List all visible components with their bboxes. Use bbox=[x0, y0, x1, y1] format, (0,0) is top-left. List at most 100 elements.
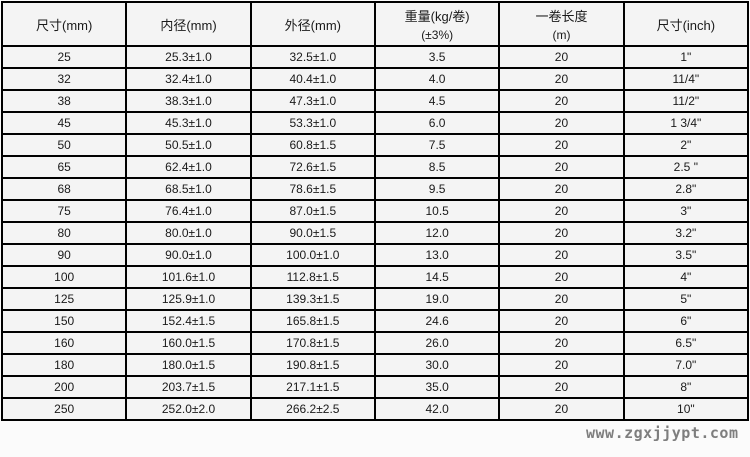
table-cell: 20 bbox=[498, 309, 625, 333]
table-cell: 160 bbox=[0, 331, 128, 355]
table-cell: 2.5 " bbox=[622, 155, 750, 179]
table-cell: 13.0 bbox=[373, 243, 501, 267]
table-cell: 76.4±1.0 bbox=[125, 199, 252, 223]
table-cell: 53.3±1.0 bbox=[249, 111, 376, 135]
table-cell: 20 bbox=[498, 397, 625, 421]
table-cell: 170.8±1.5 bbox=[249, 331, 376, 355]
table-cell: 32.5±1.0 bbox=[249, 45, 376, 69]
table-cell: 8.5 bbox=[373, 155, 501, 179]
table-cell: 20 bbox=[498, 177, 625, 201]
table-cell: 25.3±1.0 bbox=[125, 45, 252, 69]
table-cell: 32 bbox=[0, 67, 128, 91]
table-cell: 6.0 bbox=[373, 111, 501, 135]
table-cell: 200 bbox=[0, 375, 128, 399]
table-cell: 112.8±1.5 bbox=[249, 265, 376, 289]
table-row: 32 32.4±1.0 40.4±1.0 4.0 20 11/4" bbox=[0, 67, 750, 91]
table-row: 80 80.0±1.0 90.0±1.5 12.0 20 3.2" bbox=[0, 221, 750, 245]
table-row: 50 50.5±1.0 60.8±1.5 7.5 20 2" bbox=[0, 133, 750, 157]
column-header-4: 一卷长度 (m) bbox=[498, 1, 625, 47]
table-cell: 38 bbox=[0, 89, 128, 113]
table-cell: 10.5 bbox=[373, 199, 501, 223]
table-row: 160 160.0±1.5 170.8±1.5 26.0 20 6.5" bbox=[0, 331, 750, 355]
table-cell: 40.4±1.0 bbox=[249, 67, 376, 91]
table-cell: 90 bbox=[0, 243, 128, 267]
watermark-text: www.zgxjjypt.com bbox=[586, 424, 739, 442]
table-cell: 30.0 bbox=[373, 353, 501, 377]
table-cell: 47.3±1.0 bbox=[249, 89, 376, 113]
table-cell: 20 bbox=[498, 375, 625, 399]
column-header-1: 内径(mm) bbox=[125, 1, 252, 47]
column-header-3: 重量(kg/卷) (±3%) bbox=[373, 1, 501, 47]
table-cell: 78.6±1.5 bbox=[249, 177, 376, 201]
table-cell: 125.9±1.0 bbox=[125, 287, 252, 311]
table-cell: 150 bbox=[0, 309, 128, 333]
table-cell: 45.3±1.0 bbox=[125, 111, 252, 135]
table-cell: 20 bbox=[498, 45, 625, 69]
column-header-line1: 外径(mm) bbox=[284, 17, 341, 33]
table-cell: 266.2±2.5 bbox=[249, 397, 376, 421]
table-cell: 252.0±2.0 bbox=[125, 397, 252, 421]
table-cell: 80.0±1.0 bbox=[125, 221, 252, 245]
table-cell: 19.0 bbox=[373, 287, 501, 311]
table-cell: 75 bbox=[0, 199, 128, 223]
table-cell: 68 bbox=[0, 177, 128, 201]
table-cell: 3.5 bbox=[373, 45, 501, 69]
table-cell: 4.0 bbox=[373, 67, 501, 91]
table-cell: 65 bbox=[0, 155, 128, 179]
table-cell: 20 bbox=[498, 199, 625, 223]
table-cell: 20 bbox=[498, 111, 625, 135]
header-row: 尺寸(mm) 内径(mm) 外径(mm) 重量(kg/卷) (±3%) 一卷长度 (m) 尺寸… bbox=[0, 1, 750, 47]
table-row: 180 180.0±1.5 190.8±1.5 30.0 20 7.0" bbox=[0, 353, 750, 377]
table-cell: 100.0±1.0 bbox=[249, 243, 376, 267]
table-cell: 50.5±1.0 bbox=[125, 133, 252, 157]
column-header-line2: (m) bbox=[552, 28, 571, 42]
table-cell: 38.3±1.0 bbox=[125, 89, 252, 113]
table-row: 45 45.3±1.0 53.3±1.0 6.0 20 1 3/4" bbox=[0, 111, 750, 135]
table-cell: 100 bbox=[0, 265, 128, 289]
table-cell: 152.4±1.5 bbox=[125, 309, 252, 333]
column-header-line1: 尺寸(mm) bbox=[36, 17, 93, 33]
table-cell: 203.7±1.5 bbox=[125, 375, 252, 399]
table-cell: 20 bbox=[498, 67, 625, 91]
table-cell: 20 bbox=[498, 155, 625, 179]
table-cell: 1 3/4" bbox=[622, 111, 750, 135]
table-row: 150 152.4±1.5 165.8±1.5 24.6 20 6" bbox=[0, 309, 750, 333]
table-cell: 11/4" bbox=[622, 67, 750, 91]
table-cell: 50 bbox=[0, 133, 128, 157]
column-header-0: 尺寸(mm) bbox=[0, 1, 128, 47]
table-cell: 1" bbox=[622, 45, 750, 69]
table-cell: 72.6±1.5 bbox=[249, 155, 376, 179]
table-cell: 2" bbox=[622, 133, 750, 157]
table-row: 90 90.0±1.0 100.0±1.0 13.0 20 3.5" bbox=[0, 243, 750, 267]
table-row: 200 203.7±1.5 217.1±1.5 35.0 20 8" bbox=[0, 375, 750, 399]
table-body: 25 25.3±1.0 32.5±1.0 3.5 20 1" 32 32.4±1.0 40.4±… bbox=[0, 45, 750, 421]
table-cell: 42.0 bbox=[373, 397, 501, 421]
table-row: 75 76.4±1.0 87.0±1.5 10.5 20 3" bbox=[0, 199, 750, 223]
table-cell: 20 bbox=[498, 331, 625, 355]
table-cell: 250 bbox=[0, 397, 128, 421]
table-cell: 62.4±1.0 bbox=[125, 155, 252, 179]
table-row: 65 62.4±1.0 72.6±1.5 8.5 20 2.5 " bbox=[0, 155, 750, 179]
table-cell: 24.6 bbox=[373, 309, 501, 333]
table-cell: 11/2" bbox=[622, 89, 750, 113]
table-cell: 5" bbox=[622, 287, 750, 311]
table-cell: 90.0±1.0 bbox=[125, 243, 252, 267]
table-cell: 10" bbox=[622, 397, 750, 421]
table-cell: 7.5 bbox=[373, 133, 501, 157]
table-cell: 2.8" bbox=[622, 177, 750, 201]
table-cell: 32.4±1.0 bbox=[125, 67, 252, 91]
table-cell: 160.0±1.5 bbox=[125, 331, 252, 355]
column-header-line1: 一卷长度 bbox=[535, 9, 588, 24]
table-cell: 3" bbox=[622, 199, 750, 223]
column-header-line1: 内径(mm) bbox=[160, 17, 217, 33]
table-cell: 165.8±1.5 bbox=[249, 309, 376, 333]
table-cell: 20 bbox=[498, 265, 625, 289]
table-cell: 20 bbox=[498, 89, 625, 113]
table-header: 尺寸(mm) 内径(mm) 外径(mm) 重量(kg/卷) (±3%) 一卷长度 (m) 尺寸… bbox=[0, 1, 750, 47]
table-cell: 20 bbox=[498, 243, 625, 267]
table-cell: 80 bbox=[0, 221, 128, 245]
table-cell: 190.8±1.5 bbox=[249, 353, 376, 377]
column-header-2: 外径(mm) bbox=[249, 1, 376, 47]
table-cell: 4.5 bbox=[373, 89, 501, 113]
